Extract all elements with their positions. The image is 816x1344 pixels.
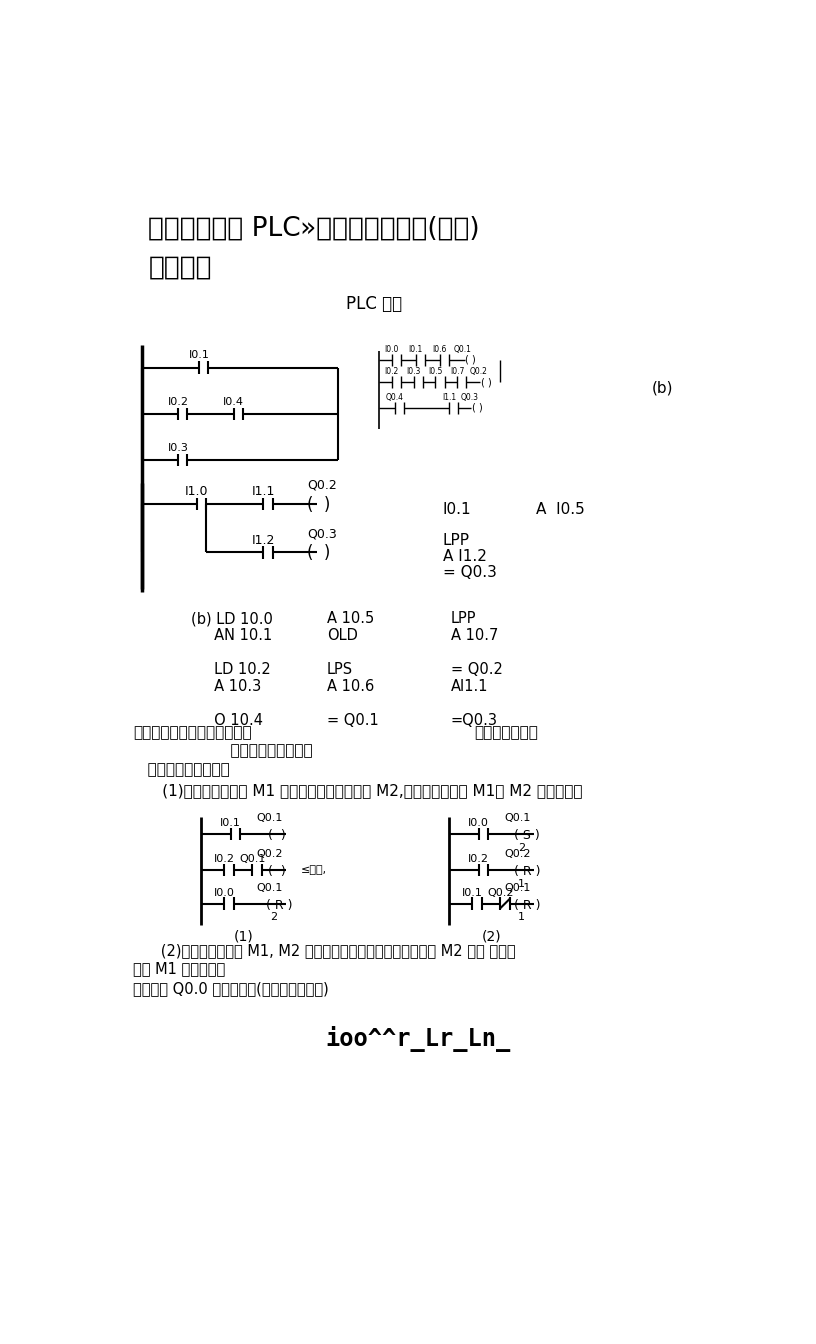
Text: I1.0: I1.0	[184, 485, 208, 499]
Text: A 10.7: A 10.7	[450, 628, 498, 642]
Text: I0.6: I0.6	[432, 345, 447, 353]
Text: (2)起动时，电动机 M1, M2 同时起动，停止时，只有在电动机 M2 停止 时，电: (2)起动时，电动机 M1, M2 同时起动，停止时，只有在电动机 M2 停止 …	[133, 943, 516, 958]
Text: I0.5: I0.5	[428, 367, 442, 376]
Text: Q0.2: Q0.2	[504, 849, 530, 859]
Text: I0.1: I0.1	[220, 818, 241, 828]
Text: (  ): ( )	[308, 544, 330, 562]
Text: ( R ): ( R )	[266, 899, 293, 911]
Text: I0.1: I0.1	[188, 351, 210, 360]
Text: 控制要求如下：: 控制要求如下：	[474, 726, 538, 741]
Text: A 10.5: A 10.5	[326, 612, 374, 626]
Text: = Q0.3: = Q0.3	[443, 564, 497, 581]
Text: = Q0.2: = Q0.2	[450, 663, 503, 677]
Text: Q0.3: Q0.3	[460, 392, 478, 402]
Text: Q0.2: Q0.2	[256, 849, 282, 859]
Text: OLD: OLD	[326, 628, 357, 642]
Text: A 10.3: A 10.3	[191, 679, 261, 694]
Text: (  ): ( )	[268, 864, 286, 878]
Text: Q0.1: Q0.1	[504, 813, 530, 824]
Text: I1.1: I1.1	[251, 485, 275, 499]
Text: I1.2: I1.2	[251, 534, 275, 547]
Text: Q0.2: Q0.2	[308, 478, 337, 492]
Text: Q0.2: Q0.2	[487, 888, 513, 898]
Text: ( R ): ( R )	[514, 864, 541, 878]
Text: 2: 2	[517, 843, 525, 853]
Text: (b) LD 10.0: (b) LD 10.0	[191, 612, 273, 626]
Text: I0.4: I0.4	[224, 396, 244, 406]
Text: I0.2: I0.2	[384, 367, 399, 376]
Text: (  ): ( )	[308, 496, 330, 513]
Text: LPP: LPP	[450, 612, 477, 626]
Text: Q0.2: Q0.2	[470, 367, 488, 376]
Text: I0.0: I0.0	[384, 345, 399, 353]
Text: A I1.2: A I1.2	[443, 548, 487, 563]
Text: ( ): ( )	[481, 378, 492, 387]
Text: 动机 M1 才能停止。: 动机 M1 才能停止。	[133, 961, 225, 977]
Text: =Q0.3: =Q0.3	[450, 712, 498, 728]
Text: ( ): ( )	[472, 403, 482, 413]
Text: ( S ): ( S )	[514, 829, 540, 843]
Text: = Q0.1: = Q0.1	[326, 712, 379, 728]
Text: I0.3: I0.3	[167, 442, 188, 453]
Text: 1: 1	[518, 913, 525, 922]
Text: (1): (1)	[234, 930, 254, 943]
Text: (1)起动时，电动机 M1 先起动才能起动电动机 M2,停止时，电动机 M1、 M2 同时停止。: (1)起动时，电动机 M1 先起动才能起动电动机 M2,停止时，电动机 M1、 …	[133, 784, 583, 798]
Text: LD 10.2: LD 10.2	[191, 663, 271, 677]
Text: A 10.6: A 10.6	[326, 679, 374, 694]
Text: LPP: LPP	[443, 532, 470, 547]
Text: (b): (b)	[652, 380, 674, 396]
Text: ( R ): ( R )	[514, 899, 541, 911]
Text: 1: 1	[518, 879, 525, 888]
Text: Q0.4: Q0.4	[386, 392, 404, 402]
Text: AN 10.1: AN 10.1	[191, 628, 273, 642]
Text: O 10.4: O 10.4	[191, 712, 263, 728]
Text: 《电气控制及 PLC»专业技能训练题(答案): 《电气控制及 PLC»专业技能训练题(答案)	[149, 216, 480, 242]
Text: 有答案哦: 有答案哦	[149, 254, 212, 281]
Text: I0.2: I0.2	[468, 853, 489, 864]
Text: I0.0: I0.0	[214, 888, 235, 898]
Text: PLC 控制: PLC 控制	[346, 294, 402, 313]
Text: Q0.1: Q0.1	[454, 345, 472, 353]
Text: I0.1: I0.1	[409, 345, 423, 353]
Text: Q0.1: Q0.1	[504, 883, 530, 892]
Text: 2: 2	[270, 913, 277, 922]
Text: 二、使用置位指令复位指令，: 二、使用置位指令复位指令，	[133, 726, 251, 741]
Text: (  ): ( )	[268, 829, 286, 843]
Text: Q0.1: Q0.1	[239, 853, 265, 864]
Text: A  I0.5: A I0.5	[536, 501, 585, 517]
Text: I0.1: I0.1	[462, 888, 483, 898]
Text: I0.3: I0.3	[406, 367, 421, 376]
Text: I0.2: I0.2	[214, 853, 235, 864]
Text: Q0.1: Q0.1	[256, 883, 282, 892]
Text: AI1.1: AI1.1	[450, 679, 488, 694]
Text: Q0.1: Q0.1	[256, 813, 282, 824]
Text: I0.0: I0.0	[468, 818, 489, 828]
Text: 形图的语句表程序。: 形图的语句表程序。	[133, 762, 230, 777]
Text: ioo^^r_Lr_Ln_: ioo^^r_Lr_Ln_	[326, 1025, 511, 1052]
Text: ( ): ( )	[465, 355, 477, 366]
Text: 一、写出下图所示梯: 一、写出下图所示梯	[133, 743, 313, 758]
Text: Q0.3: Q0.3	[308, 527, 337, 540]
Text: ≤程序,: ≤程序,	[300, 864, 326, 875]
Text: LPS: LPS	[326, 663, 353, 677]
Text: I1.1: I1.1	[442, 392, 456, 402]
Text: I0.7: I0.7	[450, 367, 464, 376]
Text: 三、画出 Q0.0 的波形图。(程序实现二分频): 三、画出 Q0.0 的波形图。(程序实现二分频)	[133, 981, 329, 996]
Text: I0.1: I0.1	[443, 501, 472, 517]
Text: (2): (2)	[482, 930, 502, 943]
Text: I0.2: I0.2	[167, 396, 188, 406]
